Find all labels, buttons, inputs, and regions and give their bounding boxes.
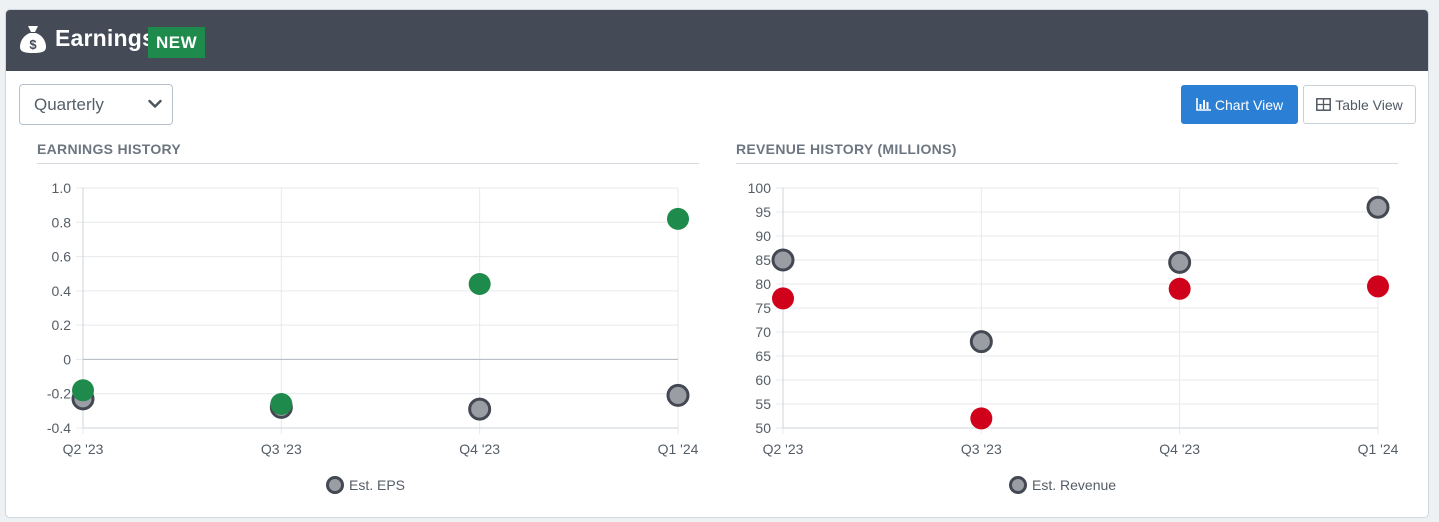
earnings-history-chart: 1.0 0.8 0.6 0.4 0.2 0 -0.2 -0.4 Q2 '23 Q3 '23 Q4 '… xyxy=(47,180,699,457)
revenue-y-tick-label: 75 xyxy=(755,300,771,316)
eps-y-tick-label: 0.2 xyxy=(52,317,72,333)
revenue-x-tick-label: Q3 '23 xyxy=(961,441,1002,457)
eps-y-tick-label: -0.4 xyxy=(47,420,71,436)
chevron-down-icon xyxy=(148,99,162,108)
table-view-label: Table View xyxy=(1335,96,1403,113)
revenue-y-tick-label: 85 xyxy=(755,252,771,268)
earnings-title-rule xyxy=(37,163,699,164)
eps-y-tick-label: 0 xyxy=(63,351,71,367)
revenue-estimate-point xyxy=(771,248,795,272)
revenue-x-tick-label: Q2 '23 xyxy=(763,441,804,457)
eps-y-tick-label: 0.6 xyxy=(52,249,72,265)
earnings-card: $ Earnings NEW Quarterly Chart View Tabl… xyxy=(5,9,1429,518)
revenue-y-tick-label: 60 xyxy=(755,372,771,388)
eps-actual-point xyxy=(667,207,689,230)
card-header: $ Earnings NEW xyxy=(6,10,1428,71)
revenue-title-rule xyxy=(736,163,1398,164)
eps-estimate-point xyxy=(666,383,690,407)
revenue-y-tick-label: 80 xyxy=(755,276,771,292)
eps-estimate-point xyxy=(468,397,492,421)
est-revenue-legend-marker xyxy=(1009,476,1027,494)
revenue-y-tick-label: 65 xyxy=(755,348,771,364)
bar-chart-icon xyxy=(1196,98,1211,111)
est-eps-legend-label: Est. EPS xyxy=(349,477,406,493)
revenue-y-tick-label: 70 xyxy=(755,324,771,340)
table-view-button[interactable]: Table View xyxy=(1303,85,1416,124)
eps-x-tick-label: Q2 '23 xyxy=(63,441,104,457)
eps-x-tick-label: Q4 '23 xyxy=(459,441,500,457)
revenue-y-tick-label: 90 xyxy=(755,228,771,244)
revenue-history-chart: 100 95 90 85 80 75 70 65 60 55 50 Q2 '23 Q3 '23 Q4 '2… xyxy=(748,180,1399,457)
revenue-x-tick-label: Q4 '23 xyxy=(1159,441,1200,457)
eps-y-tick-label: -0.2 xyxy=(47,386,71,402)
eps-y-tick-label: 0.4 xyxy=(52,283,72,299)
eps-x-tick-label: Q1 '24 xyxy=(658,441,699,457)
est-eps-legend-marker xyxy=(326,476,344,494)
revenue-estimate-point xyxy=(1168,250,1192,274)
card-title: Earnings xyxy=(55,25,156,51)
new-badge: NEW xyxy=(148,27,206,58)
eps-actual-point xyxy=(468,273,491,295)
period-select-value: Quarterly xyxy=(34,95,104,114)
eps-actual-point xyxy=(270,393,293,415)
money-bag-icon: $ xyxy=(20,26,46,53)
revenue-actual-point xyxy=(1367,275,1389,298)
revenue-estimate-point xyxy=(969,330,993,354)
revenue-x-tick-label: Q1 '24 xyxy=(1358,441,1399,457)
eps-y-tick-label: 1.0 xyxy=(52,180,72,196)
chart-view-label: Chart View xyxy=(1214,96,1284,113)
revenue-history-title: REVENUE HISTORY (MILLIONS) xyxy=(736,141,957,157)
revenue-y-tick-label: 95 xyxy=(755,204,771,220)
period-select[interactable]: Quarterly xyxy=(19,84,173,125)
revenue-y-tick-label: 50 xyxy=(755,420,771,436)
revenue-actual-point xyxy=(772,287,794,310)
eps-y-tick-label: 0.8 xyxy=(52,214,72,230)
svg-text:$: $ xyxy=(29,37,37,52)
earnings-history-title: EARNINGS HISTORY xyxy=(37,141,182,157)
revenue-actual-point xyxy=(1168,277,1191,300)
revenue-y-tick-label: 55 xyxy=(755,396,771,412)
revenue-actual-point xyxy=(970,407,993,430)
revenue-estimate-point xyxy=(1366,195,1390,219)
eps-actual-point xyxy=(72,379,94,402)
earnings-legend[interactable]: Est. EPS xyxy=(326,476,405,494)
revenue-legend[interactable]: Est. Revenue xyxy=(1009,476,1116,494)
eps-x-tick-label: Q3 '23 xyxy=(261,441,302,457)
table-icon xyxy=(1316,98,1332,111)
chart-view-button[interactable]: Chart View xyxy=(1181,85,1298,124)
revenue-y-tick-label: 100 xyxy=(748,180,772,196)
est-revenue-legend-label: Est. Revenue xyxy=(1032,477,1117,493)
